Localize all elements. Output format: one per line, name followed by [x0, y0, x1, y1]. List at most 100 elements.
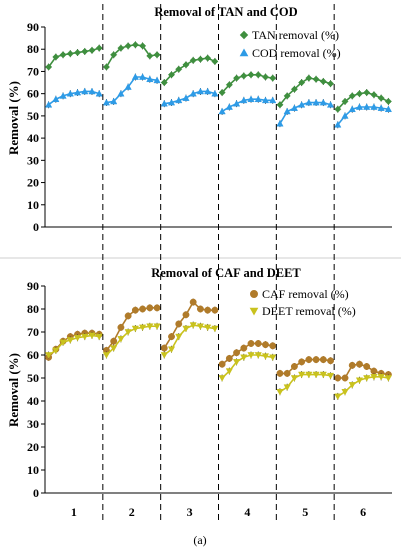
data-point [59, 51, 67, 59]
data-point [363, 363, 371, 370]
chart-top-plot: 0 10 20 30 40 50 60 70 80 90 [27, 20, 393, 234]
data-point [334, 393, 342, 401]
data-point [254, 352, 262, 359]
chart-bottom-ylabel: Removal (%) [6, 353, 21, 427]
data-point [73, 334, 82, 342]
legend-label-deet: DEET removal (%) [262, 304, 356, 318]
data-point [218, 375, 226, 382]
data-point [110, 51, 118, 59]
legend-item-cod: COD removal (%) [239, 46, 341, 60]
data-point [283, 370, 291, 377]
data-point [204, 54, 212, 62]
data-point [211, 89, 219, 97]
data-point [175, 333, 183, 341]
data-point [146, 52, 154, 60]
data-point [196, 323, 205, 330]
y-tick-label: 50 [27, 371, 39, 385]
legend-marker-cod [239, 48, 249, 57]
data-point [261, 96, 270, 104]
data-point [363, 103, 371, 110]
data-point [240, 344, 248, 352]
data-point [363, 89, 371, 97]
data-point [363, 375, 371, 382]
data-point [355, 90, 364, 98]
y-tick-label: 80 [27, 302, 39, 316]
data-point [319, 98, 327, 106]
data-point [182, 94, 190, 101]
data-point [233, 74, 241, 82]
data-point [305, 74, 313, 82]
data-point [117, 336, 125, 343]
data-point [370, 103, 378, 110]
data-point [131, 73, 139, 80]
y-tick-label: 30 [27, 153, 39, 167]
data-point [269, 354, 277, 362]
legend-label-cod: COD removal (%) [252, 46, 341, 60]
data-point [370, 374, 378, 381]
data-point [73, 49, 82, 57]
data-point [189, 298, 197, 306]
chart-top: Removal of TAN and COD Removal (%) 0 10 20… [6, 5, 393, 234]
data-point [232, 99, 241, 107]
data-point [326, 101, 335, 108]
data-point [138, 73, 147, 80]
data-point [334, 105, 342, 113]
data-point [312, 371, 320, 379]
data-point [319, 356, 327, 363]
data-point [276, 388, 284, 396]
data-point [182, 311, 190, 319]
data-point [139, 42, 147, 50]
data-point [276, 119, 284, 127]
data-point [276, 101, 284, 109]
data-point [160, 352, 168, 359]
data-point [167, 98, 176, 106]
legend-item-caf: CAF removal (%) [250, 287, 349, 301]
data-point [218, 89, 226, 97]
legend-label-caf: CAF removal (%) [262, 287, 349, 301]
data-point [175, 65, 183, 73]
data-point [196, 87, 205, 95]
data-point [131, 325, 139, 333]
data-point [153, 51, 161, 59]
data-point [341, 97, 349, 105]
data-point [204, 324, 212, 332]
data-point [189, 322, 197, 329]
data-point [312, 98, 320, 106]
data-point [326, 372, 335, 380]
y-tick-label: 20 [27, 176, 39, 190]
chart-bottom-legend: CAF removal (%) DEET removal (%) [249, 287, 356, 318]
series-deet [44, 321, 393, 401]
data-point [73, 88, 82, 96]
data-point [276, 370, 284, 377]
legend-item-deet: DEET removal (%) [249, 304, 356, 318]
legend-marker-deet [249, 307, 259, 316]
data-point [348, 92, 356, 100]
data-point [138, 324, 147, 332]
series-caf [45, 298, 392, 382]
data-point [290, 375, 299, 382]
y-tick-label: 30 [27, 417, 39, 431]
data-point [131, 306, 139, 314]
data-point [298, 358, 306, 366]
data-point [384, 375, 393, 382]
x-tick-labels: 1 2 3 4 5 6 [71, 505, 366, 519]
chart-bottom-title: Removal of CAF and DEET [151, 266, 301, 280]
data-point [225, 368, 233, 375]
data-point [269, 342, 277, 350]
y-tick-label: 50 [27, 109, 39, 123]
data-point [95, 333, 103, 341]
y-tick-label: 80 [27, 42, 39, 56]
data-point [312, 75, 320, 83]
data-point [117, 89, 125, 97]
data-point [319, 371, 327, 379]
data-point [225, 355, 233, 362]
data-point [247, 352, 255, 359]
y-tick-label: 60 [27, 348, 39, 362]
data-point [204, 87, 212, 95]
data-point [66, 337, 74, 344]
data-point [384, 105, 393, 113]
x-tick-label: 4 [244, 505, 250, 519]
data-point [146, 323, 154, 330]
data-point [261, 353, 270, 360]
series-cod [44, 73, 393, 129]
